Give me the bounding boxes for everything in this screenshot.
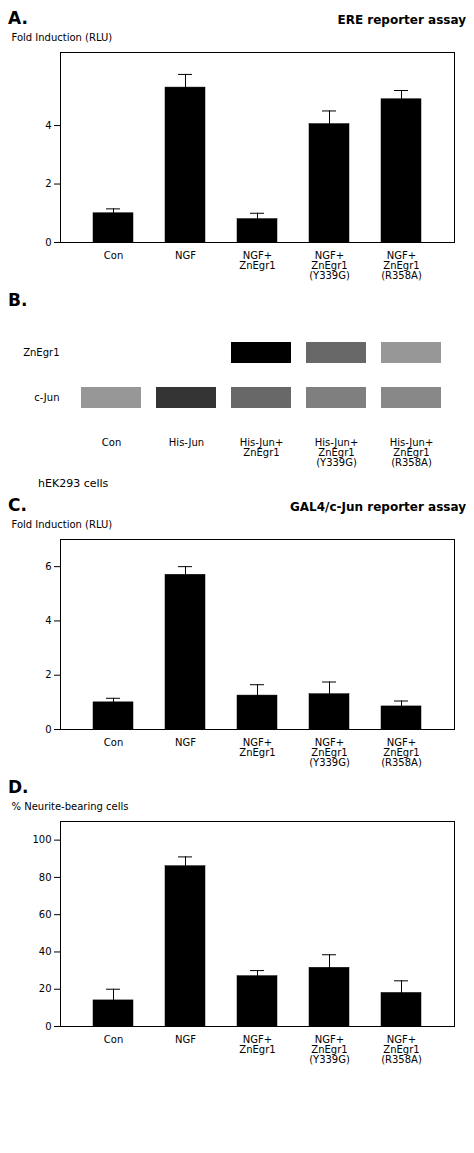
- svg-text:4: 4: [45, 615, 51, 626]
- html-text:ERE reporter assay: ERE reporter assay: [337, 13, 466, 27]
- svg-text:His-Jun+ZnEgr1(R358A): His-Jun+ZnEgr1(R358A): [390, 437, 434, 468]
- svg-text:His-Jun: His-Jun: [169, 437, 204, 448]
- svg-text:4: 4: [45, 120, 51, 131]
- svg-text:NGF+ZnEgr1(Y339G): NGF+ZnEgr1(Y339G): [309, 1034, 350, 1065]
- svg-text:NGF: NGF: [175, 737, 196, 748]
- svg-text:20: 20: [39, 983, 52, 994]
- svg-text:Con: Con: [104, 1034, 123, 1045]
- html-text:C.: C.: [8, 495, 27, 515]
- svg-text:NGF: NGF: [175, 1034, 196, 1045]
- svg-text:Con: Con: [104, 737, 123, 748]
- svg-text:NGF+ZnEgr1: NGF+ZnEgr1: [239, 737, 275, 758]
- svg-text:c-Jun: c-Jun: [34, 392, 59, 403]
- svg-text:NGF+ZnEgr1(R358A): NGF+ZnEgr1(R358A): [381, 1034, 422, 1065]
- html-text:hEK293 cells: hEK293 cells: [38, 477, 109, 490]
- svg-text:0: 0: [45, 724, 51, 735]
- svg-text:0: 0: [45, 1021, 51, 1032]
- svg-text:Fold Induction (RLU): Fold Induction (RLU): [12, 519, 113, 530]
- svg-text:His-Jun+ZnEgr1(Y339G): His-Jun+ZnEgr1(Y339G): [315, 437, 359, 468]
- svg-text:60: 60: [39, 909, 52, 920]
- svg-text:His-Jun+ZnEgr1: His-Jun+ZnEgr1: [240, 437, 284, 458]
- svg-text:NGF+ZnEgr1(R358A): NGF+ZnEgr1(R358A): [381, 737, 422, 768]
- svg-text:2: 2: [45, 178, 51, 189]
- svg-text:NGF: NGF: [175, 250, 196, 261]
- svg-text:% Neurite-bearing cells: % Neurite-bearing cells: [12, 801, 129, 812]
- svg-text:40: 40: [39, 946, 52, 957]
- svg-text:NGF+ZnEgr1(R358A): NGF+ZnEgr1(R358A): [381, 250, 422, 281]
- svg-text:6: 6: [45, 561, 51, 572]
- html-text:GAL4/c-Jun reporter assay: GAL4/c-Jun reporter assay: [289, 500, 466, 514]
- svg-text:NGF+ZnEgr1: NGF+ZnEgr1: [239, 250, 275, 271]
- svg-text:NGF+ZnEgr1(Y339G): NGF+ZnEgr1(Y339G): [309, 250, 350, 281]
- svg-text:NGF+ZnEgr1: NGF+ZnEgr1: [239, 1034, 275, 1055]
- svg-text:100: 100: [32, 834, 51, 845]
- svg-text:Fold Induction (RLU): Fold Induction (RLU): [12, 32, 113, 43]
- svg-text:80: 80: [39, 872, 52, 883]
- svg-text:NGF+ZnEgr1(Y339G): NGF+ZnEgr1(Y339G): [309, 737, 350, 768]
- html-text:A.: A.: [8, 8, 28, 28]
- svg-text:2: 2: [45, 669, 51, 680]
- html-text:B.: B.: [8, 290, 28, 310]
- svg-text:Con: Con: [104, 250, 123, 261]
- html-text:D.: D.: [8, 777, 29, 797]
- svg-text:ZnEgr1: ZnEgr1: [23, 347, 59, 358]
- svg-text:0: 0: [45, 237, 51, 248]
- svg-text:Con: Con: [102, 437, 121, 448]
